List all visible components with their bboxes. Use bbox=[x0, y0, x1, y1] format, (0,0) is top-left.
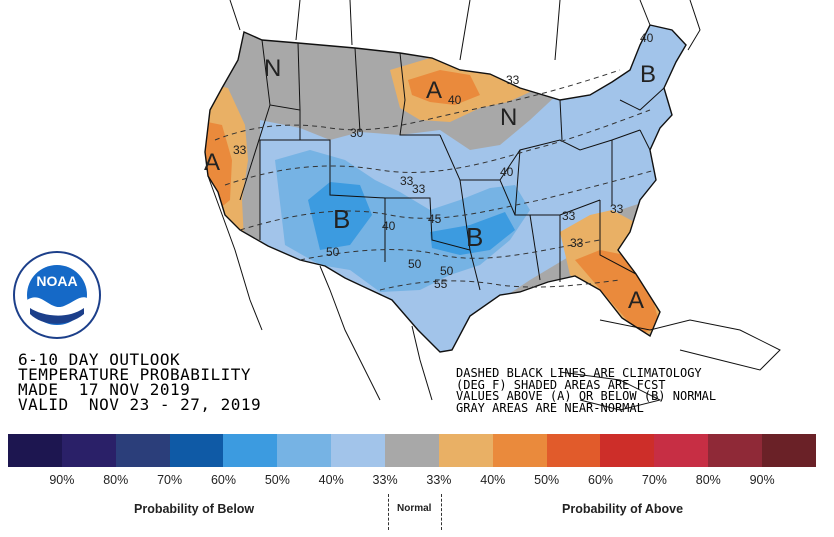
legend-swatch bbox=[762, 434, 816, 467]
forecast-shading bbox=[205, 25, 686, 352]
legend-tick-label: 70% bbox=[157, 473, 183, 487]
probability-color-legend bbox=[8, 434, 816, 467]
legend-swatch bbox=[385, 434, 439, 467]
climatology-contours bbox=[214, 69, 656, 291]
legend-swatch bbox=[600, 434, 655, 467]
normal-caption: Normal bbox=[397, 503, 432, 514]
near-normal-letter: N bbox=[264, 55, 281, 82]
svg-text:45: 45 bbox=[428, 212, 442, 226]
svg-text:40: 40 bbox=[640, 31, 654, 45]
outlook-subtitle: TEMPERATURE PROBABILITY bbox=[18, 365, 252, 384]
made-date: MADE 17 NOV 2019 bbox=[18, 380, 191, 399]
below-letter: B bbox=[333, 204, 350, 234]
svg-text:30: 30 bbox=[350, 126, 364, 140]
svg-text:33: 33 bbox=[610, 202, 624, 216]
above-letter: A bbox=[204, 149, 220, 176]
svg-text:33: 33 bbox=[562, 209, 576, 223]
normal-divider-left bbox=[388, 494, 389, 530]
near-normal-letter: N bbox=[500, 104, 517, 131]
svg-text:33: 33 bbox=[233, 143, 247, 157]
contour-labels: 40 33 33 40 30 33 40 45 33 50 50 40 33 5… bbox=[233, 31, 654, 291]
legend-tick-label: 90% bbox=[49, 473, 75, 487]
valid-dates: VALID NOV 23 - 27, 2019 bbox=[18, 395, 262, 414]
legend-tick-label: 70% bbox=[641, 473, 667, 487]
svg-text:50: 50 bbox=[440, 264, 454, 278]
map-borders bbox=[204, 0, 781, 411]
above-letter: A bbox=[426, 77, 442, 104]
probability-above-caption: Probability of Above bbox=[562, 502, 684, 516]
outlook-map: N A N B A B B A 40 33 33 40 30 33 40 45 … bbox=[204, 0, 781, 411]
legend-swatch bbox=[115, 434, 170, 467]
legend-swatch bbox=[277, 434, 332, 467]
svg-text:40: 40 bbox=[382, 219, 396, 233]
legend-tick-label: 40% bbox=[318, 473, 344, 487]
legend-tick-label: 40% bbox=[480, 473, 506, 487]
svg-text:50: 50 bbox=[326, 245, 340, 259]
legend-tick-label: 50% bbox=[264, 473, 290, 487]
legend-tick-label: 33% bbox=[372, 473, 398, 487]
legend-swatch bbox=[331, 434, 386, 467]
map-note-block: DASHED BLACK LINES ARE CLIMATOLOGY (DEG F… bbox=[456, 366, 717, 415]
probability-below-caption: Probability of Below bbox=[134, 502, 255, 516]
outlook-title-block: 6-10 DAY OUTLOOK TEMPERATURE PROBABILITY M… bbox=[18, 350, 262, 414]
legend-swatch bbox=[169, 434, 224, 467]
legend-swatch bbox=[546, 434, 601, 467]
legend-tick-label: 90% bbox=[749, 473, 775, 487]
legend-tick-label: 80% bbox=[103, 473, 129, 487]
map-letters: N A N B A B B A bbox=[204, 55, 656, 314]
svg-text:33: 33 bbox=[412, 182, 426, 196]
svg-text:33: 33 bbox=[400, 174, 414, 188]
normal-divider-right bbox=[441, 494, 442, 530]
svg-text:40: 40 bbox=[500, 165, 514, 179]
legend-tick-label: 80% bbox=[695, 473, 721, 487]
legend-tick-label: 50% bbox=[534, 473, 560, 487]
above-letter: A bbox=[628, 287, 644, 314]
legend-swatch bbox=[61, 434, 116, 467]
legend-tick-label: 60% bbox=[210, 473, 236, 487]
legend-swatch bbox=[654, 434, 709, 467]
svg-text:33: 33 bbox=[570, 236, 584, 250]
svg-text:33: 33 bbox=[506, 73, 520, 87]
legend-swatch bbox=[8, 434, 62, 467]
legend-swatch bbox=[708, 434, 763, 467]
legend-tick-label: 60% bbox=[588, 473, 614, 487]
svg-text:50: 50 bbox=[408, 257, 422, 271]
legend-swatch bbox=[223, 434, 278, 467]
legend-swatch bbox=[438, 434, 493, 467]
outlook-title: 6-10 DAY OUTLOOK bbox=[18, 350, 181, 369]
noaa-logo-text: NOAA bbox=[36, 273, 77, 289]
svg-text:40: 40 bbox=[448, 93, 462, 107]
svg-text:55: 55 bbox=[434, 277, 448, 291]
legend-tick-label: 33% bbox=[426, 473, 452, 487]
noaa-logo-icon: NOAA bbox=[13, 251, 101, 339]
legend-swatch bbox=[492, 434, 547, 467]
below-letter: B bbox=[466, 222, 483, 252]
below-letter: B bbox=[640, 61, 656, 88]
